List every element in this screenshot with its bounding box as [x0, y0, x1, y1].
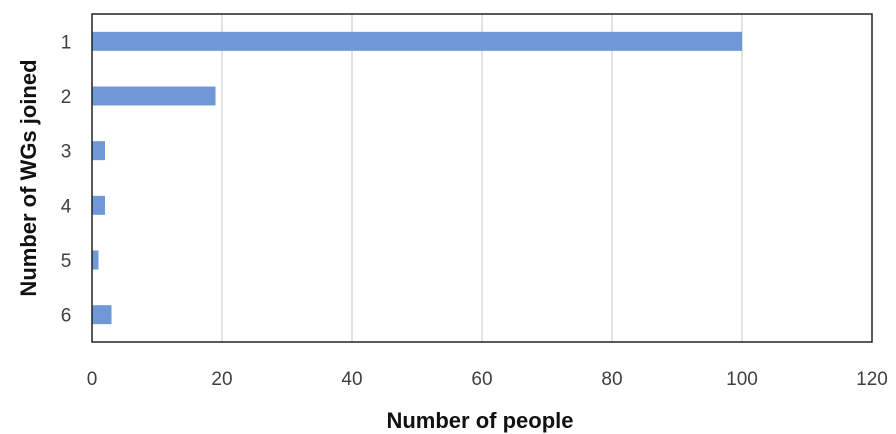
y-tick-labels: 1 2 3 4 5 6 [61, 32, 72, 326]
bar-6 [92, 305, 112, 325]
x-tick-label: 20 [211, 369, 232, 390]
grid-lines [221, 14, 743, 342]
x-tick-label: 40 [341, 369, 362, 390]
bar-4 [92, 195, 105, 215]
x-tick-label: 100 [726, 369, 758, 390]
y-tick-label: 4 [61, 196, 72, 217]
y-tick-label: 5 [61, 251, 72, 272]
x-axis-title: Number of people [386, 408, 573, 433]
x-tick-label: 60 [471, 369, 492, 390]
plot-frame [91, 13, 873, 343]
bar-2 [92, 86, 216, 106]
x-tick-label: 80 [601, 369, 622, 390]
y-tick-label: 3 [61, 142, 72, 163]
bar-1 [92, 31, 742, 51]
bars [92, 31, 742, 325]
y-tick-label: 2 [61, 87, 72, 108]
x-tick-labels: 0 20 40 60 80 100 120 [87, 369, 888, 390]
x-tick-label: 0 [87, 369, 98, 390]
y-axis-title: Number of WGs joined [16, 59, 41, 296]
bar-5 [92, 250, 99, 270]
bar-3 [92, 141, 105, 161]
x-tick-label: 120 [856, 369, 888, 390]
y-tick-label: 6 [61, 306, 72, 327]
y-tick-label: 1 [61, 32, 72, 53]
